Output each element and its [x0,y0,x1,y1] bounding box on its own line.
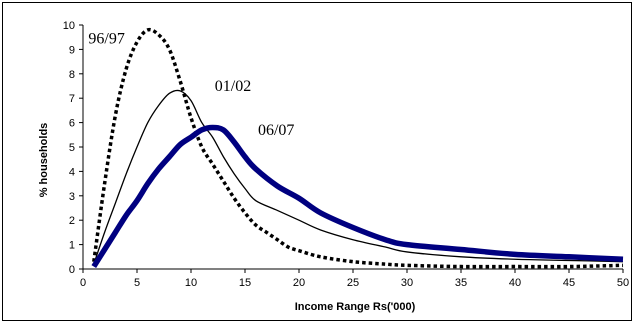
x-tick-label: 5 [134,277,140,289]
x-axis-title: Income Range Rs('000) [295,301,416,313]
y-tick-label: 1 [69,240,75,252]
y-tick-label: 8 [69,69,75,81]
series-label: 96/97 [88,30,124,47]
x-tick-label: 10 [185,277,197,289]
series-line-96-97 [92,27,624,269]
series-layer [91,27,624,269]
x-tick-label: 25 [347,277,359,289]
y-tick-label: 7 [69,93,75,105]
x-tick-label: 20 [293,277,305,289]
y-tick-label: 6 [69,118,75,130]
x-tick-label: 35 [455,277,467,289]
x-ticks: 0 5 10 15 20 25 30 35 40 45 50 [80,269,629,289]
y-ticks: 0 1 2 3 4 5 6 7 8 9 10 [63,20,83,276]
y-tick-label: 9 [69,44,75,56]
series-label: 01/02 [215,78,251,95]
y-tick-label: 4 [69,166,75,178]
x-tick-label: 30 [401,277,413,289]
annotation-layer: 96/97 01/02 06/07 [88,30,294,139]
x-tick-label: 0 [80,277,86,289]
x-tick-label: 15 [239,277,251,289]
series-line-01-02 [93,89,624,265]
x-tick-label: 50 [617,277,629,289]
y-tick-label: 5 [69,142,75,154]
x-tick-label: 40 [509,277,521,289]
y-tick-label: 2 [69,215,75,227]
series-label: 06/07 [258,122,294,139]
y-tick-label: 10 [63,20,75,32]
chart-axes [82,25,623,270]
y-tick-label: 0 [69,264,75,276]
y-tick-label: 3 [69,191,75,203]
x-tick-label: 45 [563,277,575,289]
series-line-06-07 [91,124,624,269]
y-axis-title: % households [38,123,50,198]
